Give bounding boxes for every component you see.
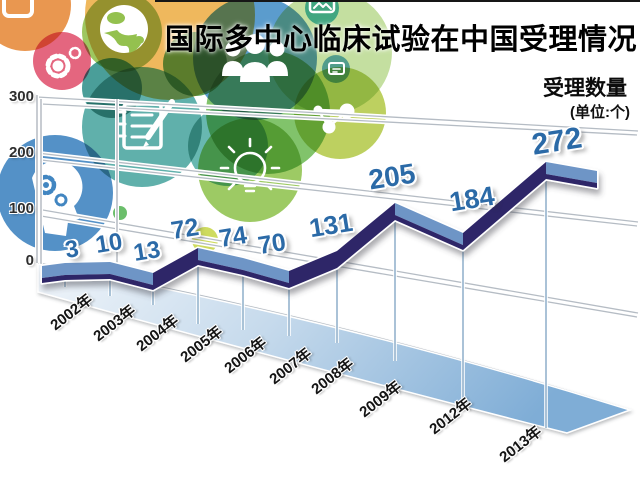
ribbon-segment-edge — [110, 274, 153, 290]
y-axis-line — [35, 95, 119, 276]
data-ribbon — [40, 160, 599, 292]
gears-icon — [45, 46, 82, 79]
ribbon-segment-falling — [395, 203, 463, 245]
bubble — [198, 118, 302, 222]
bubble-cluster — [0, 0, 392, 253]
presentation-board-icon — [328, 62, 345, 75]
ribbon-segment-falling — [65, 262, 110, 275]
chat-window-icon — [2, 0, 34, 18]
page-title: 国际多中心临床试验在中国受理情况 — [164, 24, 637, 56]
ribbon-segment-rising — [463, 162, 546, 250]
people-group-icon — [222, 34, 288, 82]
globe-icon — [100, 5, 148, 53]
ribbon-segment-edge — [65, 274, 110, 280]
ribbon-segment-rising — [289, 251, 337, 288]
ribbon-segment-falling — [198, 248, 243, 270]
ribbon-segment-falling — [110, 262, 153, 285]
legend-series-label: 受理数量 — [543, 77, 627, 100]
y-axis-tick: 0 — [25, 252, 34, 269]
ribbon-segment-edge — [42, 275, 65, 283]
top-rule — [155, 0, 640, 2]
y-axis-tick: 200 — [8, 144, 34, 161]
ribbon-segment-falling — [42, 263, 65, 278]
legend-unit-label: (单位:个) — [570, 104, 630, 121]
ribbon-segment-falling — [546, 162, 597, 183]
ribbon-segment-edge — [395, 215, 463, 250]
floor-plane — [37, 263, 633, 434]
ribbon-segment-edge — [198, 260, 243, 275]
photo-icon — [308, 0, 336, 14]
notepad-pencil-icon — [116, 99, 175, 150]
y-axis-tick: 100 — [8, 200, 34, 217]
ribbon-segment-falling — [243, 258, 289, 283]
ribbon-segment-edge — [546, 174, 597, 188]
ribbon-segment-edge — [243, 270, 289, 288]
ribbon-segment-rising — [337, 203, 395, 268]
bubble — [33, 32, 91, 90]
y-axis-tick: 300 — [8, 88, 34, 105]
ribbon-segment-rising — [153, 248, 198, 290]
